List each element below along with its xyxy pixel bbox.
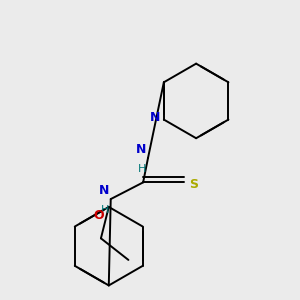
Text: H: H xyxy=(138,164,146,174)
Text: N: N xyxy=(149,111,160,124)
Text: S: S xyxy=(189,178,198,191)
Text: H: H xyxy=(100,205,109,215)
Text: O: O xyxy=(93,209,104,222)
Text: N: N xyxy=(136,143,146,156)
Text: N: N xyxy=(98,184,109,197)
